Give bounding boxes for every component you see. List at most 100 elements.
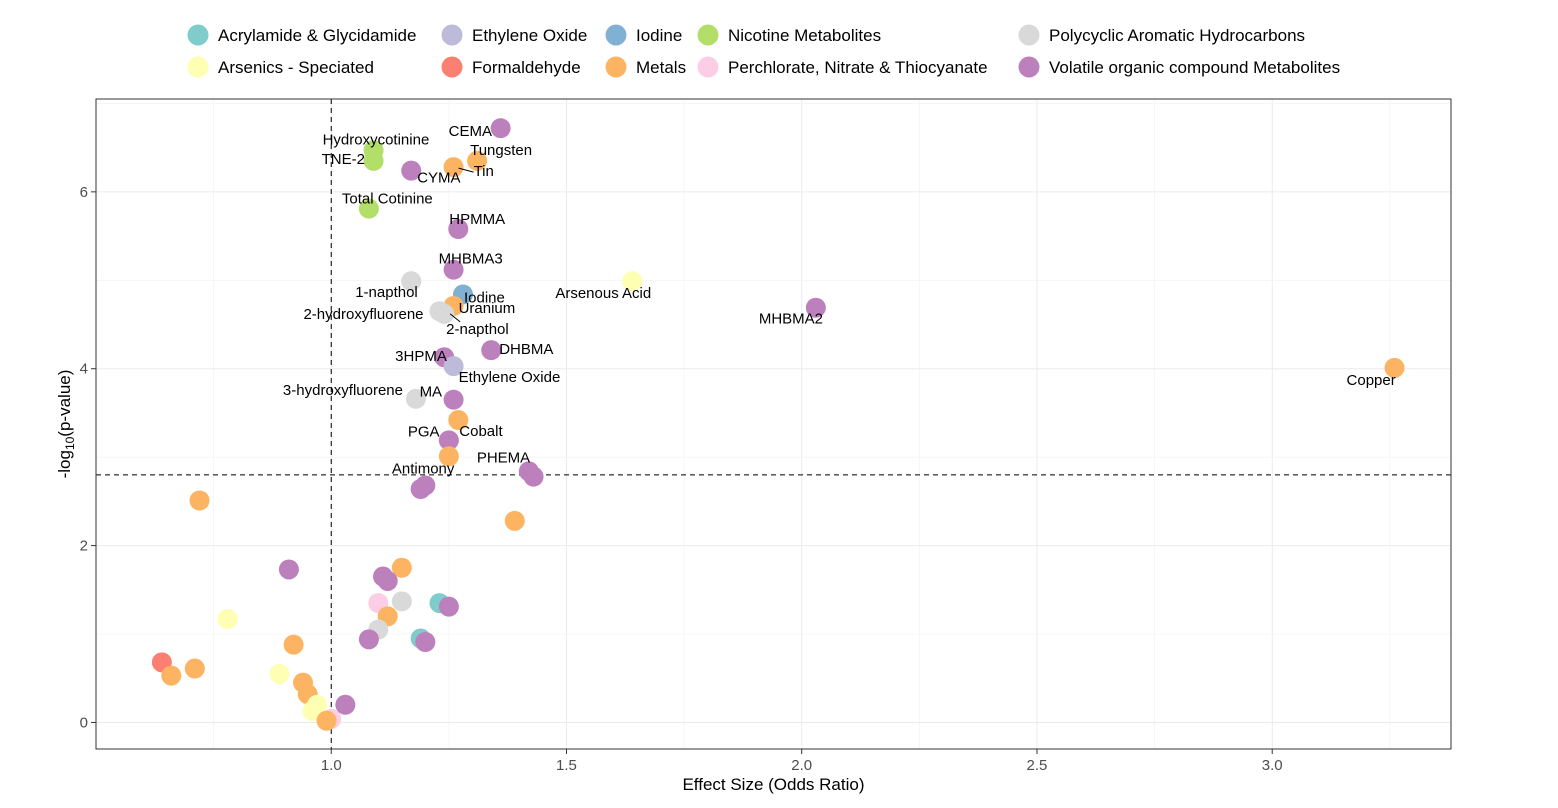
data-point — [504, 510, 525, 531]
data-point — [358, 629, 379, 650]
data-point — [805, 297, 826, 318]
y-tick-label: 4 — [80, 361, 88, 378]
data-point — [438, 446, 459, 467]
y-axis-label-main: -log — [55, 450, 74, 478]
point-label: Arsenous Acid — [555, 285, 651, 302]
point-label: CYMA — [417, 170, 460, 187]
legend-key — [1018, 56, 1040, 78]
legend-label: Perchlorate, Nitrate & Thiocyanate — [728, 58, 988, 77]
y-tick-label: 6 — [80, 184, 88, 201]
point-labels-layer: CEMA Hydroxycotinine TNE-2 Tungsten Tin CYMA T… — [283, 123, 1396, 477]
data-point — [448, 219, 469, 239]
axes: 1.0 1.5 2.0 2.5 3.0 0 2 4 6 — [80, 184, 1283, 774]
point-label: Uranium — [459, 300, 516, 317]
data-point — [335, 694, 356, 715]
x-tick-label: 3.0 — [1262, 757, 1283, 774]
data-point — [269, 663, 290, 684]
point-label: 2-hydroxyfluorene — [303, 306, 423, 323]
legend-label: Formaldehyde — [472, 58, 581, 77]
data-point — [434, 303, 455, 324]
data-point — [443, 157, 464, 178]
data-point — [391, 591, 412, 612]
data-point — [490, 118, 511, 139]
x-axis-label: Effect Size (Odds Ratio) — [682, 775, 864, 794]
point-label: Tungsten — [470, 142, 532, 159]
x-tick-label: 1.0 — [321, 757, 342, 774]
point-label: TNE-2 — [322, 151, 365, 168]
legend-label: Arsenics - Speciated — [218, 58, 374, 77]
data-point — [443, 389, 464, 410]
label-leader-line — [449, 313, 461, 323]
point-label: 1-napthol — [355, 284, 418, 301]
y-tick-label: 2 — [80, 538, 88, 555]
data-point — [467, 150, 488, 171]
y-axis-label: -log10(p-value) — [55, 370, 77, 479]
data-point — [377, 570, 398, 591]
legend-key — [441, 24, 463, 46]
data-point — [363, 150, 384, 171]
legend-key — [441, 56, 463, 78]
legend-label: Volatile organic compound Metabolites — [1049, 58, 1340, 77]
point-label: CEMA — [449, 123, 492, 140]
point-label: PHEMA — [477, 449, 530, 466]
legend-key — [187, 56, 209, 78]
data-point — [622, 271, 643, 292]
data-point — [415, 475, 436, 496]
data-point — [278, 559, 299, 580]
data-point — [283, 634, 304, 655]
data-point — [405, 388, 426, 409]
data-point — [184, 658, 205, 679]
point-label: Ethylene Oxide — [459, 369, 561, 386]
data-point — [401, 160, 422, 181]
data-point — [316, 710, 337, 731]
point-label: 2-napthol — [446, 321, 509, 338]
legend-key — [605, 24, 627, 46]
legend-label: Polycyclic Aromatic Hydrocarbons — [1049, 26, 1305, 45]
point-label: Iodine — [464, 289, 505, 306]
legend-key — [697, 24, 719, 46]
point-label: DHBMA — [499, 341, 553, 358]
point-label: Tin — [474, 163, 494, 180]
legend: Acrylamide & Glycidamide Arsenics - Speci… — [187, 24, 1340, 78]
point-label: Cobalt — [459, 423, 503, 440]
reference-lines — [96, 99, 1451, 749]
label-leader-line — [458, 167, 474, 173]
y-tick-label: 0 — [80, 714, 88, 731]
point-label: HPMMA — [449, 211, 505, 228]
data-point — [438, 596, 459, 617]
legend-key — [187, 24, 209, 46]
y-axis-label-subscript: 10 — [63, 436, 77, 450]
point-label: Antimony — [392, 460, 455, 477]
point-label: MHBMA3 — [439, 251, 503, 268]
data-point — [448, 410, 469, 431]
x-tick-label: 1.5 — [556, 757, 577, 774]
data-point — [1384, 357, 1405, 378]
points-layer — [151, 118, 1405, 731]
point-label: PGA — [408, 423, 440, 440]
data-point — [443, 259, 464, 280]
legend-label: Ethylene Oxide — [472, 26, 587, 45]
legend-key — [605, 56, 627, 78]
legend-label: Acrylamide & Glycidamide — [218, 26, 416, 45]
x-tick-label: 2.0 — [791, 757, 812, 774]
data-point — [438, 430, 459, 451]
data-point — [443, 356, 464, 377]
point-label: MA — [420, 384, 443, 401]
data-point — [217, 609, 238, 629]
data-point — [358, 198, 379, 219]
plot-panel-border — [95, 98, 1452, 750]
point-label: Total Cotinine — [342, 191, 433, 208]
legend-key — [1018, 24, 1040, 46]
point-label: MHBMA2 — [759, 311, 823, 328]
point-label: Copper — [1347, 372, 1396, 389]
legend-label: Nicotine Metabolites — [728, 26, 881, 45]
data-point — [161, 665, 182, 686]
data-point — [401, 271, 422, 292]
data-point — [523, 466, 544, 487]
legend-key — [697, 56, 719, 78]
y-axis-label-rest: (p-value) — [55, 370, 74, 437]
data-point — [415, 631, 436, 652]
point-label: 3HPMA — [395, 348, 447, 365]
legend-label: Metals — [636, 58, 686, 77]
